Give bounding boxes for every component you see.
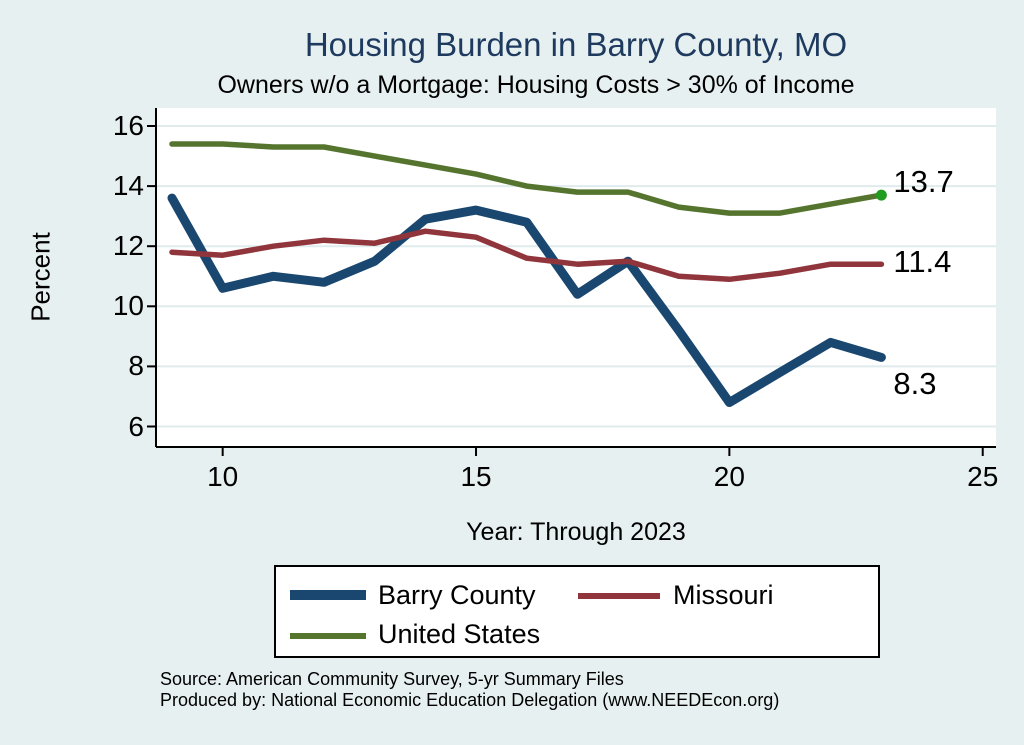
y-tick-label-6: 6 [128,410,144,442]
x-tick-label-20: 20 [713,461,745,492]
x-tick-label-10: 10 [207,461,239,492]
y-tick-label-12: 12 [112,230,144,262]
end-label-united-states: 13.7 [893,164,954,200]
y-tick-label-8: 8 [128,350,144,382]
legend-swatch-united-states [290,633,366,639]
footer-source: Source: American Community Survey, 5-yr … [160,669,624,689]
footer-notes: Source: American Community Survey, 5-yr … [160,669,960,711]
legend-swatch-missouri [578,593,660,599]
end-marker-united-states [875,189,887,201]
x-tick-label-15: 15 [460,461,492,492]
end-label-missouri: 11.4 [893,244,952,280]
y-tick-label-16: 16 [112,110,144,141]
legend-label-missouri: Missouri [673,580,774,610]
series-line-united-states [169,141,885,216]
series-line-missouri [169,228,885,283]
chart-title: Housing Burden in Barry County, MO [304,26,848,63]
end-label-barry-county: 8.3 [893,366,937,402]
series-line-barry-county [167,193,886,407]
x-axis-title: Year: Through 2023 [466,518,686,546]
y-tick-label-10: 10 [112,290,144,322]
y-tick-label-14: 14 [112,170,144,202]
footer-produced-by: Produced by: National Economic Education… [160,690,780,710]
legend-label-united-states: United States [378,619,541,649]
legend-swatch-barry-county [290,590,366,600]
chart-subtitle: Owners w/o a Mortgage: Housing Costs > 3… [217,71,855,99]
legend-box: Barry County Missouri United States [274,565,880,658]
x-tick-label-25: 25 [967,461,999,492]
legend-label-barry-county: Barry County [378,580,536,610]
